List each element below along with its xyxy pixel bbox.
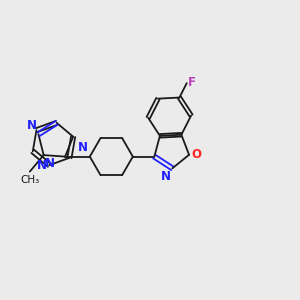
Text: N: N: [161, 170, 171, 183]
Text: N: N: [78, 141, 88, 154]
Text: O: O: [191, 148, 202, 161]
Text: N: N: [44, 157, 55, 170]
Text: CH₃: CH₃: [20, 175, 40, 184]
Text: F: F: [188, 76, 196, 89]
Text: N: N: [37, 159, 47, 172]
Text: N: N: [27, 119, 37, 132]
